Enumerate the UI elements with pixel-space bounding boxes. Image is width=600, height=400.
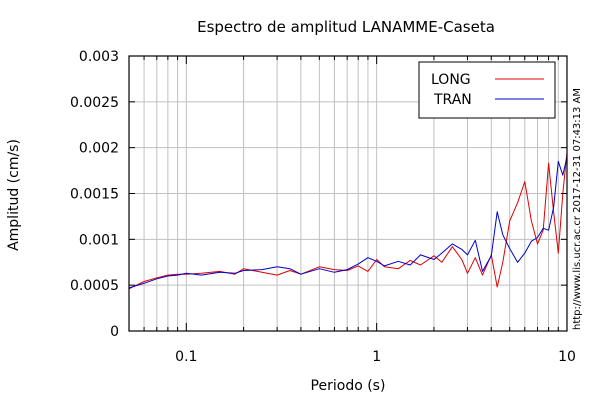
x-tick-label: 0.1 — [175, 349, 197, 365]
grid — [129, 56, 567, 331]
y-tick-label: 0.0015 — [70, 187, 119, 203]
x-axis-label: Periodo (s) — [311, 378, 386, 394]
y-tick-label: 0.001 — [79, 232, 119, 248]
side-note: http://www.lis.ucr.ac.cr 2017-12-31 07:4… — [572, 88, 583, 330]
y-tick-label: 0.0025 — [70, 95, 119, 111]
legend-label-long: LONG — [431, 72, 471, 88]
y-tick-label: 0.0005 — [70, 278, 119, 294]
chart-title: Espectro de amplitud LANAMME-Caseta — [197, 18, 495, 36]
legend-label-tran: TRAN — [433, 92, 472, 108]
y-tick-label: 0.002 — [79, 141, 119, 157]
x-tick-label: 10 — [558, 349, 576, 365]
legend-box — [418, 61, 556, 119]
ticks: 0 0.0005 0.001 0.0015 0.002 0.0025 0.003 0.1 1 10 — [70, 49, 576, 365]
y-tick-label: 0 — [110, 324, 119, 340]
y-tick-label: 0.003 — [79, 49, 119, 65]
series-line-tran — [128, 156, 568, 289]
series-layer — [128, 152, 568, 290]
x-tick-label: 1 — [372, 349, 381, 365]
series-line-long — [128, 152, 568, 290]
y-axis-label: Amplitud (cm/s) — [6, 139, 22, 251]
legend: LONG TRAN — [418, 61, 556, 119]
